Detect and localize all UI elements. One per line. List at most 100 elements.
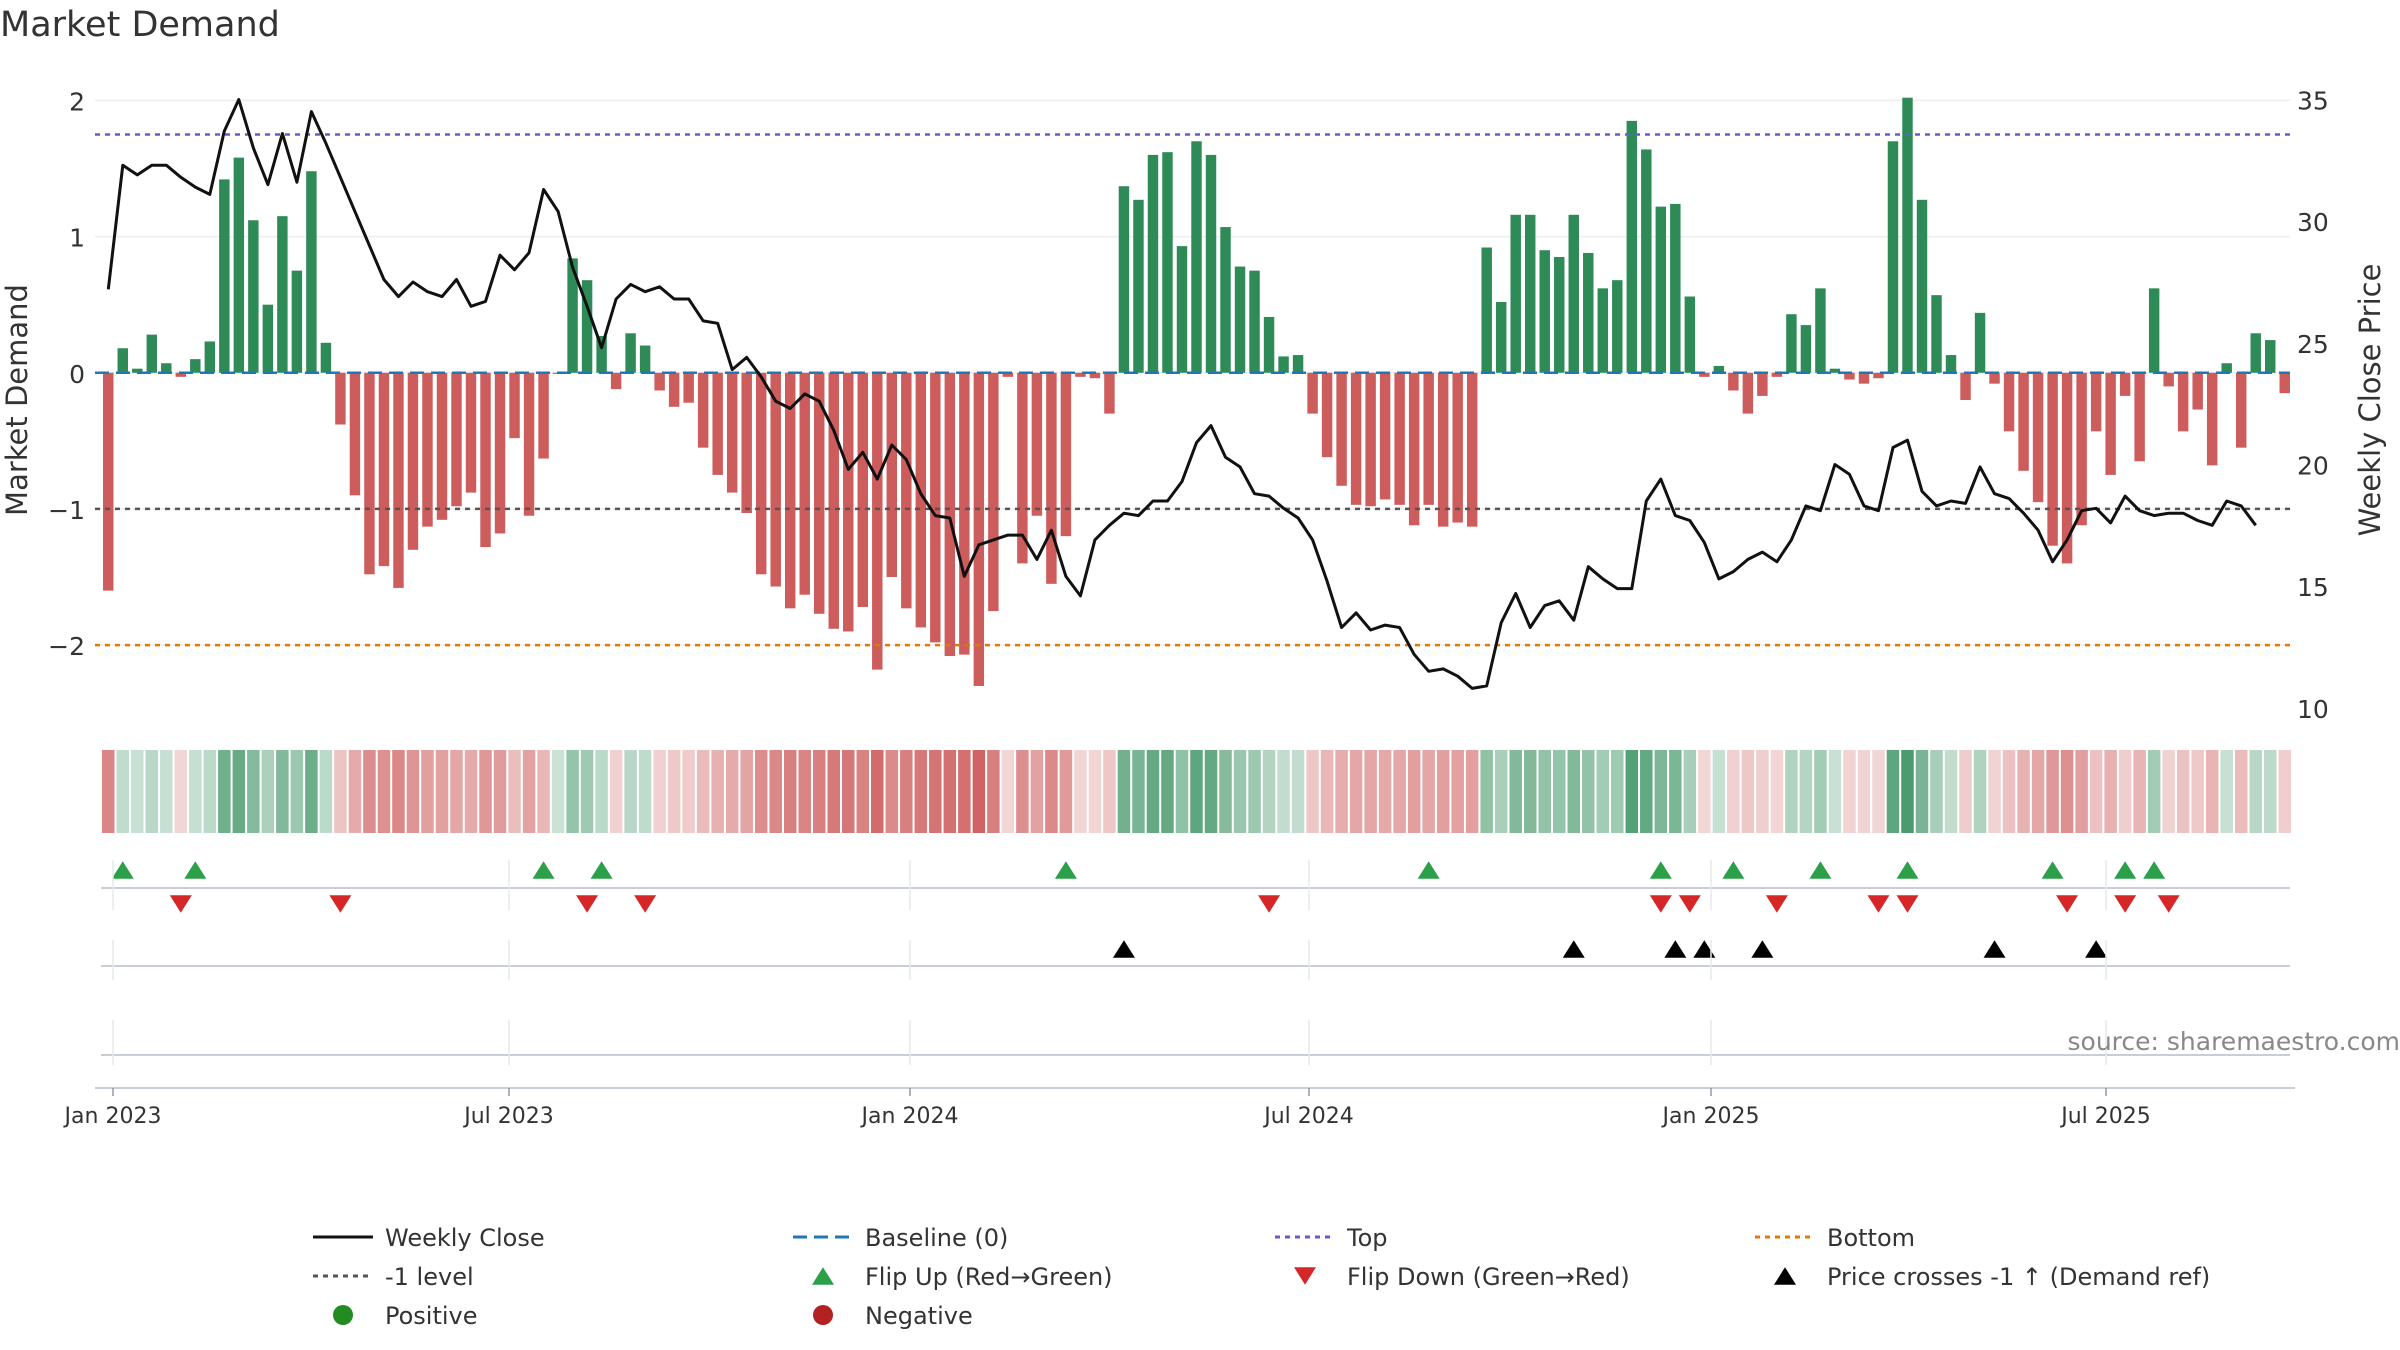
- heat-cell: [2191, 750, 2204, 833]
- y-tick-label: −2: [48, 632, 85, 661]
- heat-cell: [247, 750, 260, 833]
- negative-demand-bar: [2119, 372, 2131, 396]
- heat-cell: [1785, 750, 1798, 833]
- negative-demand-bar: [668, 372, 680, 407]
- positive-demand-bar: [1554, 257, 1565, 373]
- negative-demand-bar: [1060, 372, 1072, 537]
- y2-tick-label: 30: [2297, 208, 2329, 237]
- negative-demand-bar: [349, 372, 361, 496]
- positive-demand-bar: [1539, 250, 1550, 373]
- positive-demand-bar: [190, 359, 201, 373]
- heat-cell: [1611, 750, 1624, 833]
- heat-cell: [1567, 750, 1581, 833]
- positive-demand-bar: [625, 333, 636, 373]
- negative-demand-bar: [335, 372, 346, 425]
- positive-demand-bar: [161, 363, 172, 373]
- flip-up-marker: [2114, 861, 2137, 879]
- positive-demand-bar: [291, 270, 303, 373]
- negative-demand-bar: [959, 372, 970, 655]
- weekly-close-line: [106, 98, 2257, 690]
- negative-demand-bar: [2076, 372, 2087, 526]
- heat-cell: [1582, 750, 1595, 833]
- negative-demand-bar: [755, 372, 767, 575]
- negative-demand-bar: [2163, 372, 2174, 387]
- heat-cell: [1016, 750, 1029, 833]
- legend-label: Positive: [385, 1302, 478, 1330]
- heat-cell: [1393, 750, 1406, 833]
- heat-cell: [842, 750, 855, 833]
- heat-cell: [363, 750, 376, 833]
- heat-cell: [2278, 750, 2291, 833]
- positive-demand-bar: [1670, 203, 1681, 373]
- heat-cell: [1973, 750, 1987, 833]
- negative-demand-bar: [1452, 372, 1463, 523]
- legend-label: Flip Up (Red→Green): [865, 1263, 1113, 1291]
- heat-cell: [711, 750, 724, 833]
- heat-cell: [1741, 750, 1755, 833]
- heat-cell: [1509, 750, 1522, 833]
- negative-demand-bar: [872, 372, 883, 670]
- heat-cell: [145, 750, 159, 833]
- heat-cell: [2234, 750, 2248, 833]
- legend-swatch: [1294, 1267, 1316, 1285]
- heat-cell: [1857, 750, 1871, 833]
- negative-demand-bar: [1728, 372, 1739, 391]
- heat-cell: [943, 750, 957, 833]
- positive-demand-bar: [1829, 368, 1841, 373]
- legend-swatch: [333, 1305, 353, 1325]
- heat-cell: [2075, 750, 2088, 833]
- heat-cell: [1378, 750, 1392, 833]
- positive-demand-bar: [1786, 314, 1797, 373]
- heat-cell: [696, 750, 710, 833]
- heat-cell: [1770, 750, 1784, 833]
- heat-cell: [2162, 750, 2175, 833]
- legend-label: Baseline (0): [865, 1224, 1008, 1252]
- negative-demand-bar: [1017, 372, 1028, 564]
- y2-axis-label: Weekly Close Price: [2353, 264, 2387, 537]
- negative-demand-bar: [828, 372, 839, 629]
- negative-demand-bar: [1350, 372, 1362, 505]
- heat-cell: [1407, 750, 1421, 833]
- positive-demand-bar: [2148, 288, 2160, 373]
- legend-item: Positive: [333, 1302, 478, 1330]
- negative-demand-bar: [1321, 372, 1333, 458]
- heat-cell: [958, 750, 971, 833]
- heat-cell: [1103, 750, 1116, 833]
- price-cross-marker: [1693, 940, 1716, 958]
- legend-item: Weekly Close: [313, 1224, 545, 1252]
- flip-down-marker: [2056, 895, 2079, 913]
- positive-demand-bar: [2221, 363, 2232, 373]
- positive-demand-bar: [1684, 296, 1696, 373]
- positive-demand-bar: [1568, 214, 1579, 373]
- positive-demand-bar: [1887, 141, 1899, 373]
- x-tick-label: Jul 2024: [1262, 1104, 1354, 1129]
- positive-demand-bar: [567, 258, 578, 373]
- heat-cell: [972, 750, 986, 833]
- flip-down-marker: [1649, 895, 1672, 913]
- x-axis: Jan 2023 Jul 2023 Jan 2024 Jul 2024 Jan 2025…: [63, 860, 2295, 1129]
- positive-demand-bar: [1278, 356, 1289, 373]
- negative-demand-bar: [726, 372, 738, 493]
- heat-cell: [406, 750, 420, 833]
- heat-cell: [1886, 750, 1900, 833]
- negative-demand-bar: [2192, 372, 2203, 410]
- heat-cell: [1465, 750, 1479, 833]
- negative-demand-bar: [2061, 372, 2073, 564]
- heat-cell: [929, 750, 942, 833]
- heat-cell: [218, 750, 231, 833]
- heat-cell: [1654, 750, 1668, 833]
- y2-tick-label: 25: [2297, 330, 2329, 359]
- heat-cell: [189, 750, 202, 833]
- heat-cell: [1190, 750, 1203, 833]
- heat-cell: [493, 750, 507, 833]
- negative-demand-bar: [103, 372, 114, 591]
- flip-down-marker: [1765, 895, 1788, 913]
- negative-demand-bar: [422, 372, 433, 527]
- flip-down-marker: [1678, 895, 1701, 913]
- heat-cell: [2147, 750, 2161, 833]
- heat-cell: [1828, 750, 1842, 833]
- positive-demand-bar: [1263, 316, 1275, 373]
- heat-cell: [377, 750, 391, 833]
- demand-heat-strip: [102, 750, 2291, 833]
- positive-demand-bar: [596, 336, 607, 373]
